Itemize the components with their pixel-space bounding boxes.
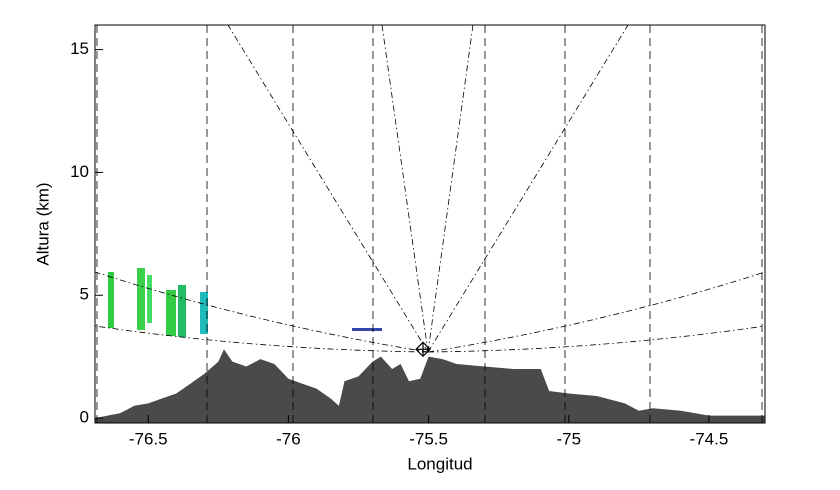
echo <box>200 292 208 334</box>
y-tick-label: 15 <box>70 39 89 58</box>
echo <box>166 290 176 336</box>
echo <box>178 285 186 337</box>
echo <box>137 268 145 330</box>
beams <box>94 24 766 353</box>
y-axis-label: Altura (km) <box>33 182 52 265</box>
plot-frame <box>94 24 766 424</box>
echo <box>147 275 152 323</box>
y-tick-label: 5 <box>80 285 89 304</box>
y-tick-label: 10 <box>70 162 89 181</box>
y-tick-label: 0 <box>80 408 89 427</box>
radar-marker <box>415 341 431 358</box>
x-tick-label: -76 <box>276 429 301 448</box>
echo <box>352 328 382 331</box>
x-tick-label: -74.5 <box>690 429 729 448</box>
x-tick-label: -76.5 <box>129 429 168 448</box>
x-axis-label: Longitud <box>407 454 472 473</box>
terrain <box>95 349 765 423</box>
x-tick-label: -75.5 <box>409 429 448 448</box>
echo <box>108 272 114 328</box>
x-tick-label: -75 <box>556 429 581 448</box>
echoes <box>108 268 382 337</box>
range-rings <box>96 25 763 423</box>
